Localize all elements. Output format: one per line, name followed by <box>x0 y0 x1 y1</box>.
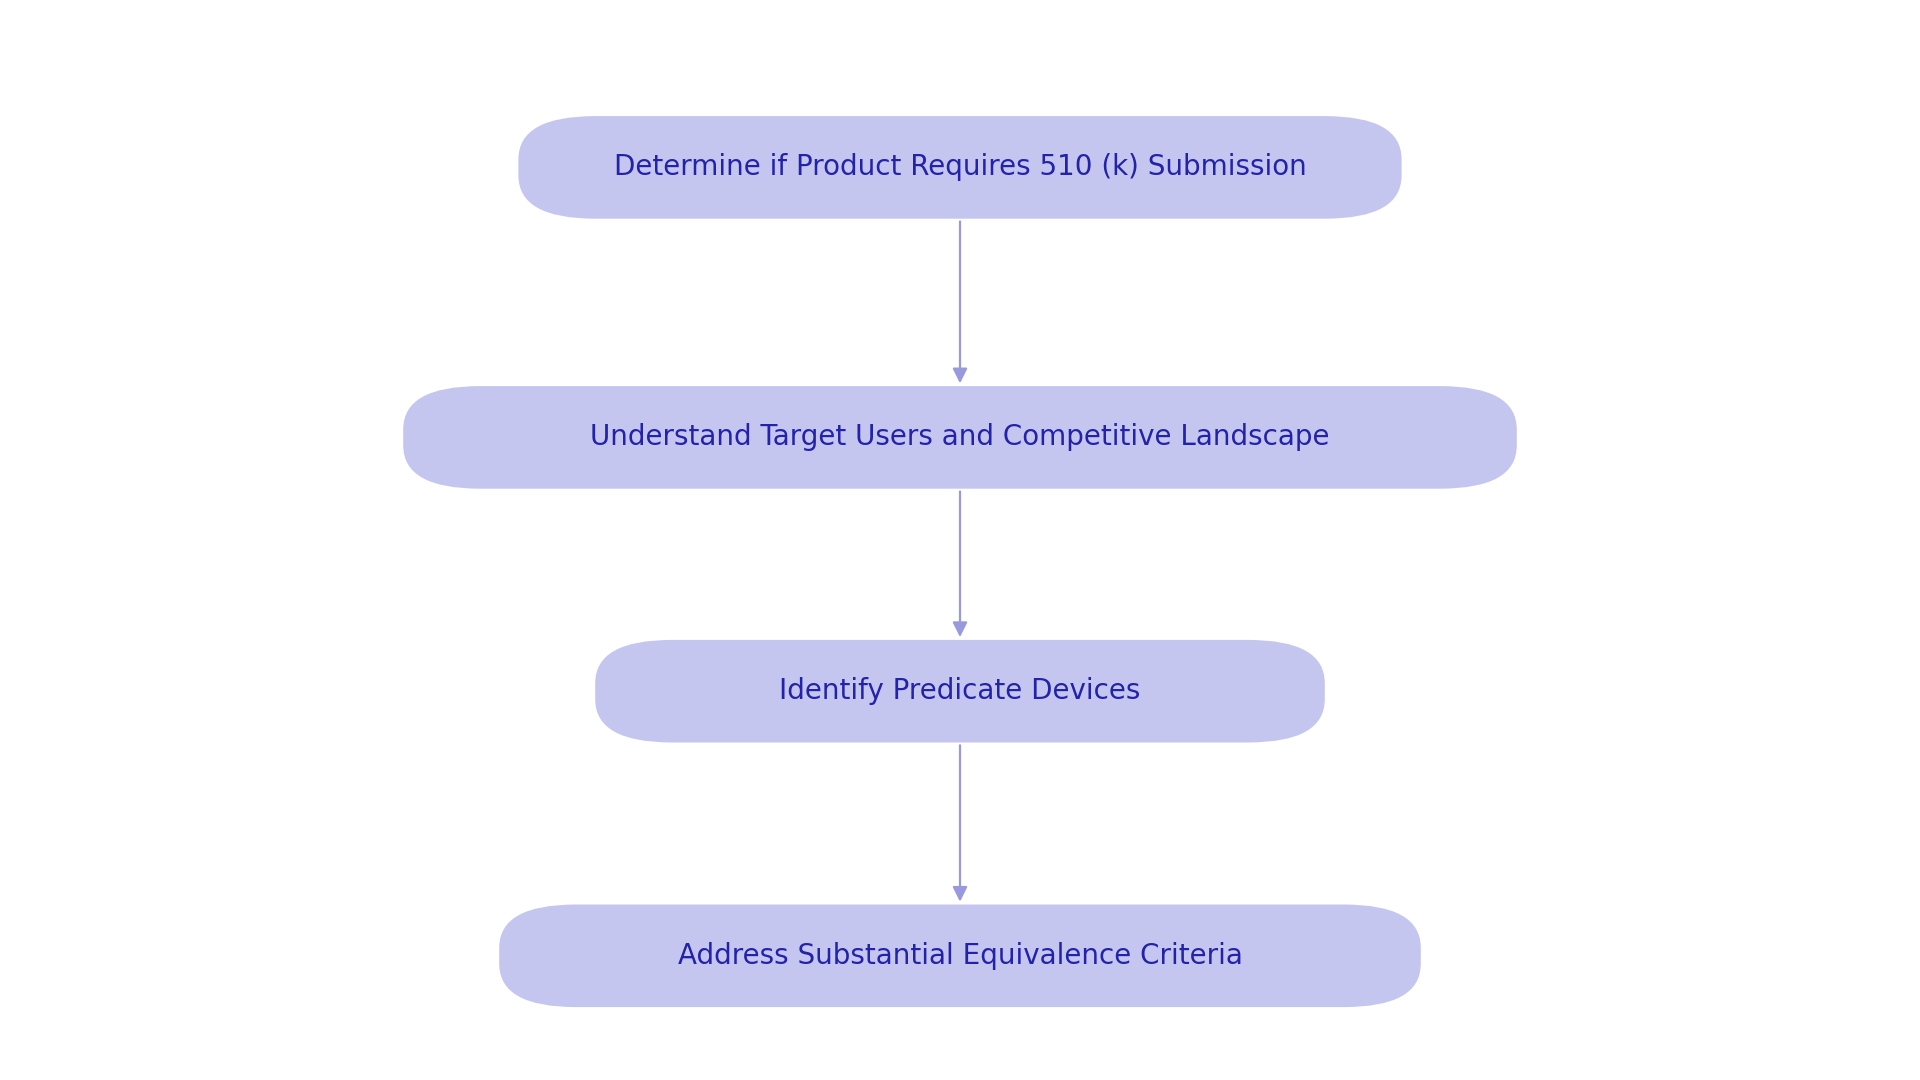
Text: Identify Predicate Devices: Identify Predicate Devices <box>780 677 1140 705</box>
FancyBboxPatch shape <box>403 387 1517 488</box>
FancyBboxPatch shape <box>595 639 1325 743</box>
FancyBboxPatch shape <box>518 117 1402 218</box>
Text: Determine if Product Requires 510 (k) Submission: Determine if Product Requires 510 (k) Su… <box>614 153 1306 181</box>
FancyBboxPatch shape <box>499 905 1421 1007</box>
Text: Understand Target Users and Competitive Landscape: Understand Target Users and Competitive … <box>589 423 1331 451</box>
Text: Address Substantial Equivalence Criteria: Address Substantial Equivalence Criteria <box>678 942 1242 970</box>
